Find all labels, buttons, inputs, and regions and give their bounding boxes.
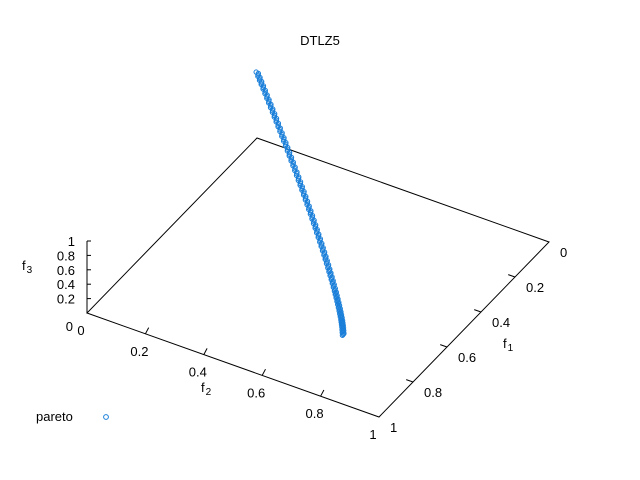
f2-tick-mark: [203, 348, 208, 355]
pareto-series: [253, 69, 347, 338]
base-plane: [86, 137, 550, 418]
f2-tick-mark: [320, 389, 325, 397]
f1-tick-label: 0.8: [424, 385, 442, 400]
f1-tick-label: 0: [560, 245, 567, 260]
f1-tick-mark: [474, 309, 482, 313]
f2-tick-mark: [261, 368, 266, 376]
f3-axis-ticks: 0 0.20.40.60.81: [57, 234, 91, 334]
f3-tick-label: 0.8: [57, 248, 75, 263]
f3-tick-label: 1: [68, 234, 75, 249]
f3-tick-label: 0.2: [57, 292, 75, 307]
f1-tick-label: 0.6: [458, 350, 476, 365]
pareto-point: [253, 69, 259, 75]
f2-tick-label: 0.2: [130, 344, 148, 359]
f2-axis-ticks: 0 0.2 0.4 0.6 0.8 1: [77, 323, 376, 442]
f1-tick-label: 0.4: [492, 315, 510, 330]
f3-tick-label: 0: [66, 319, 73, 334]
chart-title: DTLZ5: [300, 33, 340, 48]
f1-tick-mark: [406, 379, 414, 383]
legend-marker: [103, 414, 109, 420]
f2-tick-label: 0.8: [306, 406, 324, 421]
f1-tick-label: 0.2: [526, 280, 544, 295]
f1-tick-mark: [440, 344, 448, 348]
f3-tick-label: 0.6: [57, 263, 75, 278]
f1-axis-label: f1: [503, 336, 514, 354]
f2-tick-label: 0.6: [247, 385, 265, 400]
legend-label: pareto: [36, 409, 73, 424]
f3-axis-label: f3: [22, 258, 33, 276]
f1-axis-ticks: 0 0.2 0.4 0.6 0.8 1: [390, 245, 567, 435]
f2-tick-label: 0: [77, 323, 84, 338]
f2-axis-label: f2: [201, 380, 212, 398]
f2-tick-mark: [144, 327, 150, 335]
plot-frame: [86, 137, 550, 418]
f1-tick-label: 1: [390, 420, 397, 435]
f3-tick-label: 0.4: [57, 277, 75, 292]
f2-tick-label: 0.4: [189, 365, 207, 380]
f1-tick-mark: [508, 274, 516, 278]
f2-tick-label: 1: [369, 427, 376, 442]
